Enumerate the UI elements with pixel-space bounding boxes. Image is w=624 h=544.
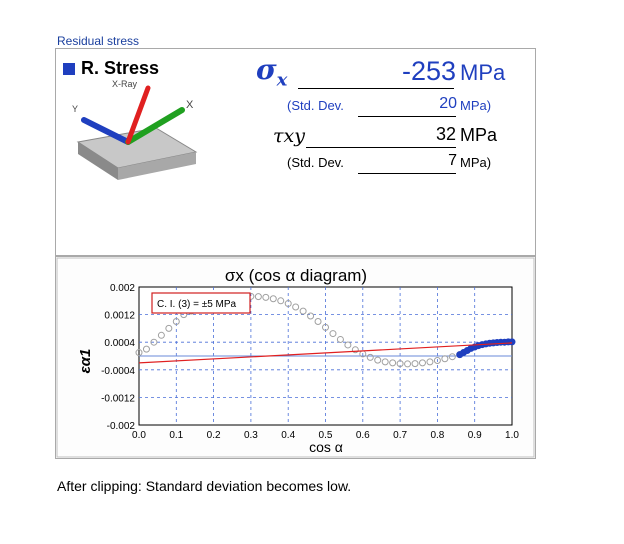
y-tick-label: 0.0004 bbox=[104, 338, 135, 349]
std-dev-unit-2: MPa) bbox=[460, 155, 492, 170]
data-point bbox=[433, 356, 441, 364]
std-dev-value-2: 7 bbox=[448, 152, 457, 169]
xray-label: X-Ray bbox=[112, 80, 138, 89]
data-point bbox=[142, 345, 150, 353]
x-tick-label: 0.3 bbox=[244, 430, 258, 441]
sigma-symbol: σx bbox=[256, 53, 288, 91]
x-tick-label: 0.4 bbox=[281, 430, 295, 441]
x-tick-label: 0.9 bbox=[468, 430, 482, 441]
data-point bbox=[157, 331, 165, 339]
y-tick-label: 0.0012 bbox=[104, 311, 135, 322]
data-point bbox=[284, 300, 292, 308]
data-point bbox=[336, 335, 344, 343]
sigma-unit: MPa bbox=[460, 60, 506, 85]
data-point bbox=[418, 359, 426, 367]
caption: After clipping: Standard deviation becom… bbox=[57, 478, 352, 494]
data-point bbox=[381, 358, 389, 366]
sigma-value: -253 bbox=[401, 56, 456, 86]
x-axis-label: cos α bbox=[309, 439, 343, 455]
annotation-box bbox=[151, 292, 251, 314]
axis-y-label: Y bbox=[72, 104, 78, 114]
data-point bbox=[172, 318, 180, 325]
cos-alpha-chart: σx (cos α diagram) 0.0 0.1 0.2 0.3 0.4 0.5 0.6… bbox=[56, 257, 535, 458]
y-axis-label: εα1 bbox=[77, 349, 94, 374]
data-point bbox=[299, 307, 307, 315]
x-tick-label: 0.0 bbox=[132, 430, 146, 441]
data-point bbox=[374, 356, 382, 364]
y-tick-label: -0.0012 bbox=[101, 393, 135, 404]
chart-title: σx (cos α diagram) bbox=[225, 266, 367, 285]
x-tick-label: 1.0 bbox=[505, 430, 519, 441]
data-point bbox=[135, 349, 143, 357]
xray-axes-illustration: X-Ray Y X bbox=[72, 80, 198, 180]
data-point bbox=[396, 360, 404, 368]
data-point bbox=[292, 303, 300, 311]
std-dev-unit-1: MPa) bbox=[460, 98, 492, 113]
data-point bbox=[448, 353, 456, 361]
data-point-clipped bbox=[508, 338, 516, 346]
std-dev-underline-1 bbox=[358, 116, 456, 117]
x-tick-label: 0.8 bbox=[430, 430, 444, 441]
std-dev-underline-2 bbox=[358, 173, 456, 174]
data-point bbox=[441, 355, 449, 363]
blue-square-icon bbox=[63, 62, 75, 75]
y-tick-label: -0.002 bbox=[107, 421, 136, 432]
data-point bbox=[165, 324, 173, 332]
data-point bbox=[329, 330, 337, 338]
axis-x-label: X bbox=[186, 99, 194, 111]
data-point bbox=[322, 323, 329, 331]
x-tick-label: 0.1 bbox=[169, 430, 183, 441]
x-tick-label: 0.2 bbox=[207, 430, 221, 441]
data-point bbox=[389, 359, 397, 367]
data-point bbox=[411, 360, 419, 368]
data-point bbox=[366, 353, 374, 361]
data-point bbox=[262, 293, 270, 301]
result-title: R. Stress bbox=[63, 58, 159, 79]
data-point bbox=[314, 318, 322, 325]
data-point bbox=[307, 312, 315, 320]
x-tick-label: 0.6 bbox=[356, 430, 370, 441]
tau-symbol: τxy bbox=[273, 125, 305, 147]
std-dev-label-1: (Std. Dev. bbox=[287, 98, 344, 113]
data-point bbox=[254, 293, 262, 301]
data-point bbox=[150, 338, 158, 346]
data-point bbox=[269, 295, 277, 303]
data-point bbox=[277, 297, 285, 305]
tau-unit: MPa bbox=[460, 125, 498, 145]
std-dev-label-2: (Std. Dev. bbox=[287, 155, 344, 170]
x-tick-label: 0.5 bbox=[319, 430, 333, 441]
y-tick-label: -0.0004 bbox=[101, 366, 135, 377]
tau-underline bbox=[306, 147, 456, 148]
annotation-text: C. I. (3) = ±5 MPa bbox=[157, 299, 237, 310]
section-title: Residual stress bbox=[57, 34, 140, 48]
data-point bbox=[404, 360, 412, 368]
sigma-underline bbox=[298, 88, 454, 89]
regression-line bbox=[138, 342, 513, 364]
x-tick-label: 0.7 bbox=[393, 430, 407, 441]
result-title-label: R. Stress bbox=[81, 58, 160, 78]
data-point bbox=[344, 341, 352, 349]
y-tick-label: 0.002 bbox=[110, 283, 135, 294]
data-point bbox=[426, 358, 434, 366]
tau-value: 32 bbox=[435, 124, 456, 144]
data-point bbox=[351, 346, 359, 354]
std-dev-value-1: 20 bbox=[439, 95, 457, 112]
